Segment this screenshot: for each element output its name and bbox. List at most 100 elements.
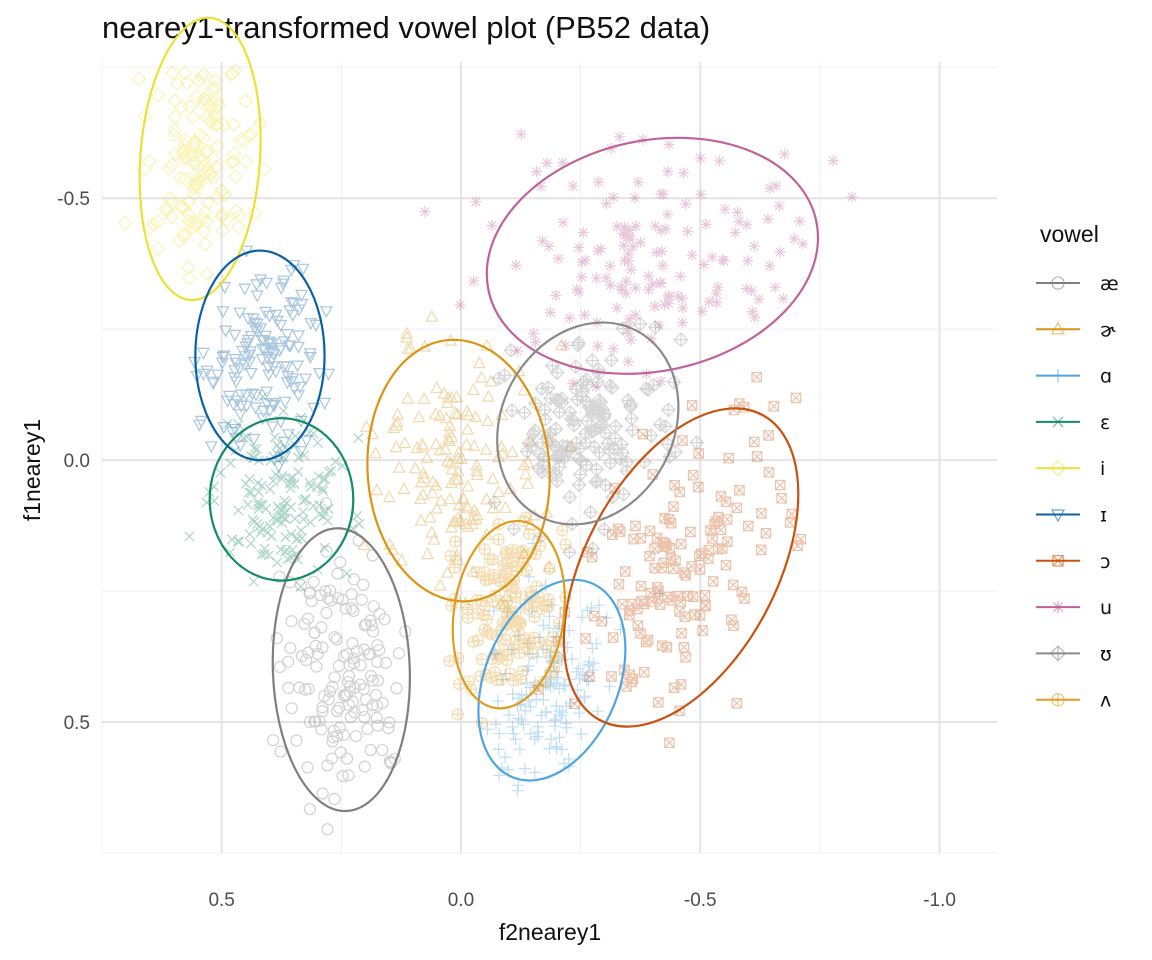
data-point [226,146,242,162]
data-point [328,671,341,684]
data-point [233,440,247,453]
data-point [728,620,739,631]
data-point [202,113,218,129]
data-point [278,405,289,417]
data-point [615,281,627,293]
data-point [584,406,600,422]
data-point [303,803,317,816]
data-point [397,481,411,494]
data-point [233,132,249,148]
data-point [509,590,522,603]
data-point [467,503,481,516]
data-point [347,573,361,586]
confidence-ellipses [138,16,820,813]
data-point [318,397,332,410]
data-point [441,390,455,403]
data-point [272,501,283,512]
data-point [698,259,710,271]
data-point [262,527,273,538]
data-point [588,474,604,490]
data-point [205,170,221,186]
data-point [312,437,323,448]
data-point [332,592,345,605]
data-point [689,435,705,451]
data-point [540,380,556,396]
data-point [578,691,591,704]
data-point [657,259,669,271]
data-point [451,510,465,523]
data-point [572,467,588,482]
data-point [307,575,320,588]
legend-label: i [1100,458,1105,480]
series-points [267,496,412,836]
data-point [321,592,335,605]
data-point [660,402,676,418]
data-point [697,625,708,636]
data-point [741,283,753,295]
data-point [650,247,662,259]
data-point [198,145,214,161]
data-point [621,681,632,692]
data-point [241,334,255,347]
data-point [623,313,635,325]
data-point [606,671,617,682]
data-point [562,489,578,505]
data-point [285,483,296,494]
data-point [188,176,204,192]
data-point [336,769,349,783]
data-point [531,460,547,476]
data-point [401,342,415,355]
data-point [328,792,341,806]
data-point [358,760,371,773]
data-point [200,365,214,378]
data-point [303,587,316,600]
data-point [551,671,564,684]
data-point [777,293,789,305]
data-point [172,233,188,249]
data-point [420,547,435,560]
data-point [192,127,208,143]
data-point [209,117,225,133]
data-point [492,652,505,665]
data-point [705,525,716,536]
data-point [528,610,541,624]
data-point [328,631,341,644]
data-point [204,81,220,97]
data-point [632,620,644,631]
data-point [531,650,544,664]
data-point [715,524,727,536]
data-point [429,478,443,491]
data-point [524,637,537,650]
data-point [448,473,462,486]
data-point [578,435,594,451]
data-point [169,75,185,91]
data-point [581,399,597,415]
data-point [713,511,724,523]
data-point [265,354,279,366]
data-point [244,529,255,540]
data-point [531,720,544,733]
data-point [662,290,674,302]
data-point [287,298,301,311]
ellipse [271,527,411,813]
data-point [550,699,563,712]
ellipse [138,16,262,302]
data-point [678,167,690,179]
y-tick-label: 0.5 [64,713,90,734]
data-point [299,435,314,448]
data-point [654,599,666,610]
data-point [563,312,575,324]
data-point [165,65,181,81]
data-point [569,392,585,408]
legend-label: ɑ [1100,366,1112,388]
data-point [208,117,224,133]
data-point [501,605,514,618]
data-point [555,709,568,722]
data-point [487,495,503,510]
data-point [550,665,563,678]
data-point [240,478,251,489]
data-point [284,264,298,277]
data-point [640,636,652,648]
data-point [531,730,544,743]
data-point [182,99,198,115]
